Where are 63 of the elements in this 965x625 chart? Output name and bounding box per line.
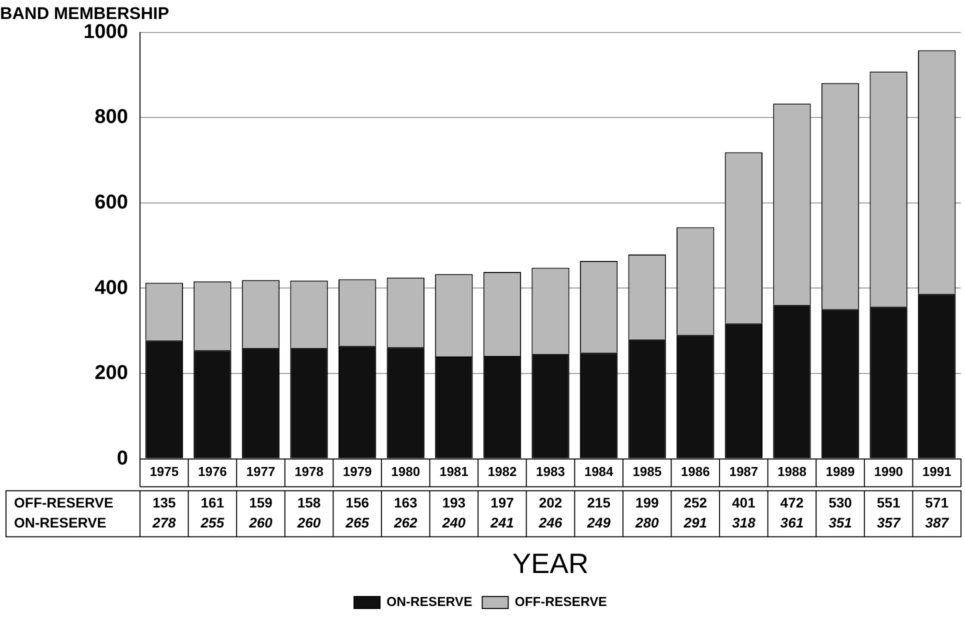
- data-label: 260: [296, 514, 321, 531]
- y-tick-label: 200: [94, 362, 128, 384]
- chart-title: BAND MEMBERSHIP: [0, 4, 170, 23]
- data-label: 318: [732, 514, 756, 531]
- x-tick-label: 1989: [826, 464, 855, 480]
- data-label: 158: [297, 494, 321, 511]
- data-label: 215: [587, 494, 611, 511]
- data-label: 357: [876, 514, 902, 531]
- y-tick-label: 800: [94, 106, 128, 128]
- data-label: 197: [490, 494, 514, 511]
- text: ON-RESERVE: [14, 514, 106, 531]
- data-label: 249: [586, 514, 611, 531]
- x-tick-label: 1975: [150, 464, 179, 480]
- data-label: 255: [200, 514, 224, 531]
- x-tick-label: 1976: [198, 464, 227, 480]
- data-label: 401: [732, 494, 756, 511]
- x-tick-label: 1987: [729, 464, 758, 480]
- data-label: 291: [682, 514, 708, 531]
- legend-label: OFF-RESERVE: [514, 594, 608, 610]
- x-tick-label: 1985: [632, 464, 662, 480]
- x-tick-label: 1984: [584, 464, 614, 480]
- data-label: 278: [151, 514, 176, 531]
- x-axis-title: YEAR: [512, 548, 589, 579]
- text: OFF-RESERVE: [14, 494, 114, 511]
- data-label: 199: [635, 494, 659, 511]
- data-label: 530: [828, 494, 852, 511]
- y-tick-label: 600: [94, 191, 128, 214]
- data-label: 280: [634, 514, 659, 531]
- data-label: 252: [684, 494, 708, 511]
- data-label: 472: [780, 494, 804, 511]
- x-tick-label: 1977: [246, 464, 276, 480]
- data-label: 260: [248, 514, 273, 531]
- data-label: 135: [152, 494, 176, 511]
- data-label: 551: [876, 494, 900, 511]
- x-tick-label: 1981: [439, 464, 468, 480]
- data-label: 262: [392, 514, 418, 531]
- data-label: 161: [200, 494, 224, 511]
- legend-label: ON-RESERVE: [386, 594, 473, 610]
- data-label: 361: [780, 514, 804, 531]
- data-label: 246: [538, 514, 562, 531]
- y-tick-label: 400: [94, 276, 128, 299]
- data-label: 265: [344, 514, 370, 531]
- data-label: 351: [828, 514, 852, 531]
- x-tick-label: 1990: [874, 464, 904, 480]
- x-tick-label: 1982: [488, 464, 517, 480]
- x-tick-label: 1979: [342, 464, 372, 480]
- x-tick-label: 1980: [391, 464, 420, 480]
- x-tick-label: 1988: [778, 464, 806, 480]
- x-tick-label: 1991: [922, 464, 952, 480]
- y-tick-label: 0: [116, 447, 128, 470]
- data-label: 241: [490, 514, 514, 531]
- data-label: 571: [925, 494, 949, 511]
- data-label: 156: [346, 494, 370, 511]
- data-label: 163: [394, 494, 418, 511]
- data-label: 159: [249, 494, 273, 511]
- y-tick-label: 1000: [84, 20, 128, 43]
- data-label: 193: [442, 494, 466, 511]
- data-label: 240: [441, 514, 466, 531]
- x-tick-label: 1978: [294, 464, 324, 480]
- data-label: 387: [925, 514, 950, 531]
- x-tick-label: 1983: [536, 464, 565, 480]
- x-tick-label: 1986: [680, 464, 710, 480]
- data-label: 202: [538, 494, 562, 511]
